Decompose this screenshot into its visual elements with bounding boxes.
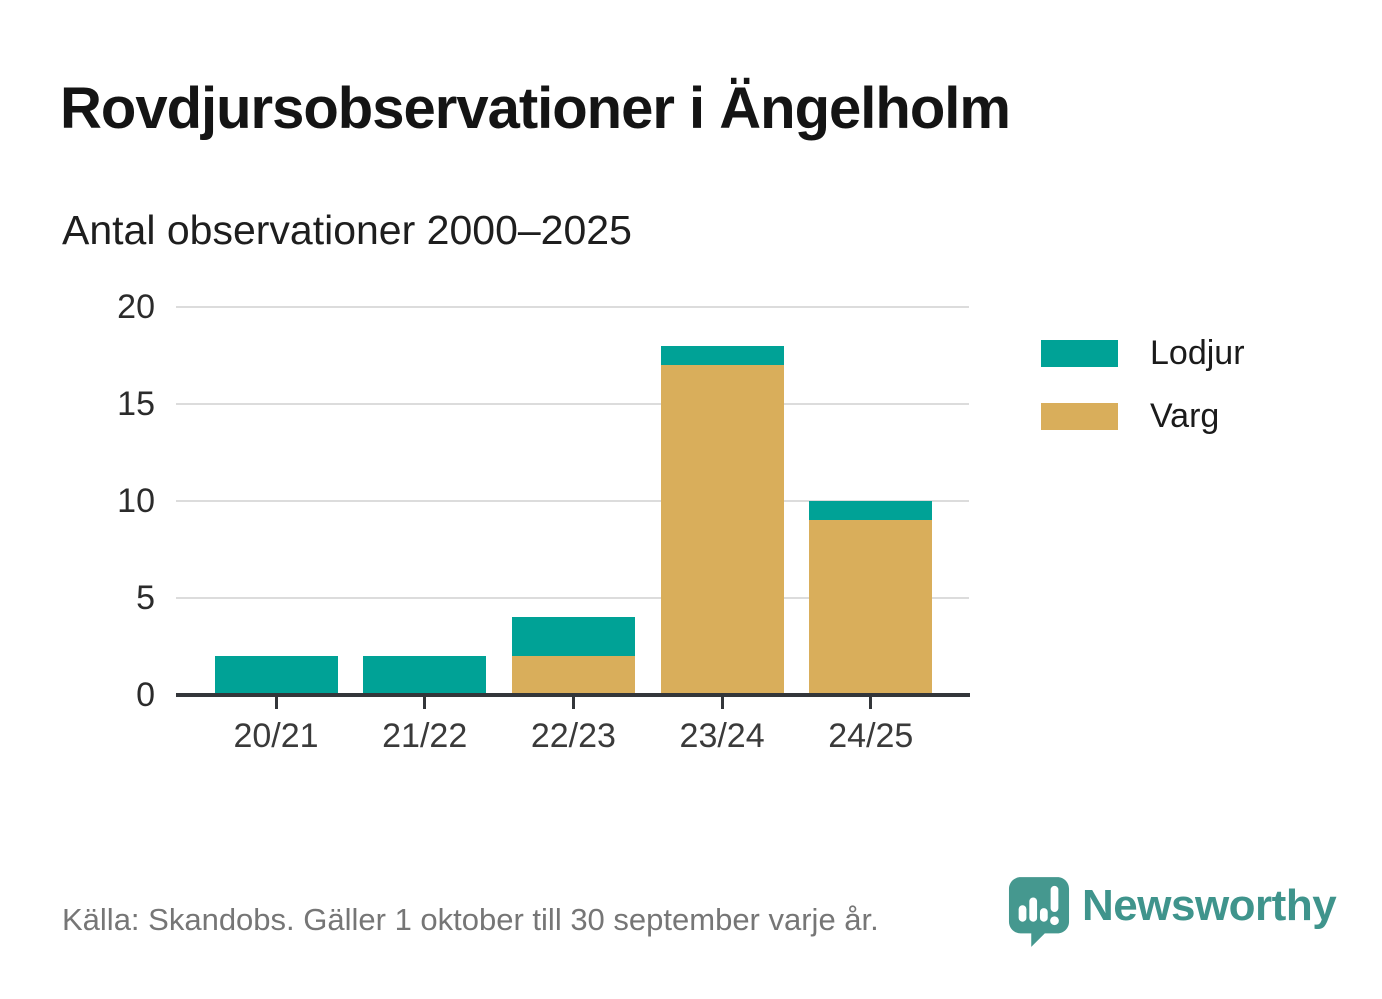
gridline [176,597,969,599]
legend-row: Varg [1041,399,1245,433]
bar-segment-lodjur [511,617,635,657]
bar-segment-lodjur [214,656,338,695]
x-axis-tick [869,697,873,709]
y-axis-tick-label: 15 [117,385,155,423]
legend-row: Lodjur [1041,336,1245,370]
legend-swatch-lodjur [1041,339,1118,367]
x-axis-tick-label: 20/21 [233,717,319,755]
x-axis-tick [423,697,427,709]
source-note: Källa: Skandobs. Gäller 1 oktober till 3… [62,902,879,937]
x-axis-tick [720,697,724,709]
speech-bubble-chart-icon [1008,877,1070,947]
legend-label: Varg [1150,397,1220,435]
y-axis-tick-label: 0 [136,676,155,714]
bar-segment-lodjur [660,345,784,366]
y-axis-tick-label: 20 [117,288,155,326]
legend-swatch-varg [1041,402,1118,430]
plot-area: 20/21 21/22 22/23 23/24 24/25 [176,306,970,753]
y-axis-tick-label: 10 [117,482,155,520]
gridline [176,306,969,308]
x-axis-baseline [176,693,970,697]
chart-legend: Lodjur Varg [1041,336,1245,433]
x-axis-tick [571,697,575,709]
x-axis-tick-label: 22/23 [530,717,616,755]
y-axis-tick-label: 5 [136,579,155,617]
gridline [176,403,969,405]
legend-label: Lodjur [1150,334,1245,372]
bar-segment-varg [511,656,635,695]
bar-segment-varg [809,520,933,695]
bar-segment-lodjur [363,656,487,695]
newsworthy-wordmark: Newsworthy [1082,881,1337,930]
x-axis-tick-label: 24/25 [828,717,914,755]
newsworthy-logo: Newsworthy [1008,876,1337,948]
chart-subtitle: Antal observationer 2000–2025 [62,207,632,253]
bar-segment-lodjur [809,501,933,521]
page-title: Rovdjursobservationer i Ängelholm [60,76,1011,141]
bar-segment-varg [660,365,784,695]
gridline [176,500,969,502]
x-axis-tick [274,697,278,709]
x-axis-tick-label: 21/22 [382,717,468,755]
x-axis-tick-label: 23/24 [679,717,765,755]
